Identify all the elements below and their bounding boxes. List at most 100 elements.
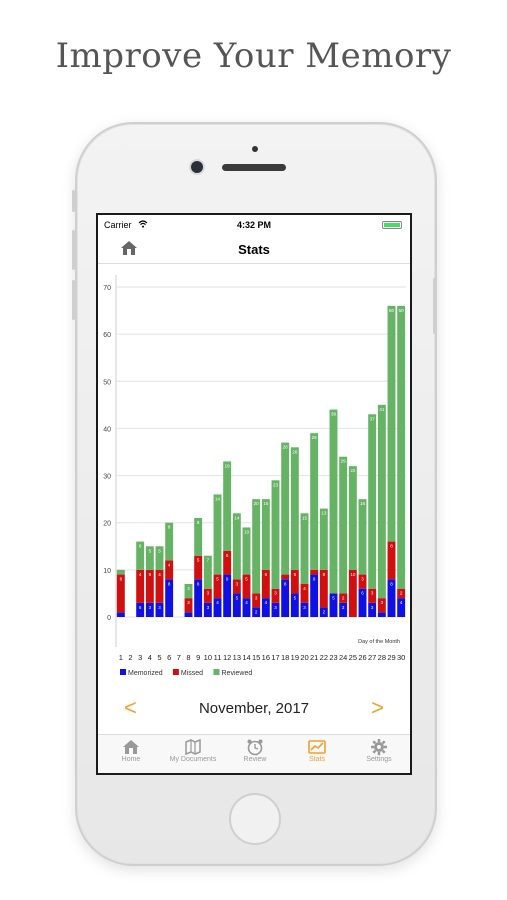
bar-segment-memorized: [368, 602, 377, 617]
y-tick-label: 20: [103, 521, 111, 528]
y-tick-label: 60: [103, 332, 111, 339]
y-tick-label: 10: [103, 568, 111, 575]
home-nav-icon[interactable]: [120, 240, 138, 256]
bar-segment-reviewed: [232, 513, 241, 580]
data-label: 4: [400, 600, 403, 605]
data-label: 5: [158, 548, 161, 553]
bar-segment-reviewed: [319, 508, 328, 570]
bar-segment-missed: [203, 588, 212, 603]
x-tick-label: 10: [204, 653, 212, 662]
bar-segment-memorized: [203, 602, 212, 617]
tab-settings[interactable]: Settings: [348, 738, 410, 763]
bar-segment-missed: [213, 574, 222, 599]
legend-swatch: [120, 669, 126, 675]
bar-segment-reviewed: [213, 494, 222, 575]
bar-segment-memorized: [165, 579, 174, 617]
x-tick-label: 15: [252, 653, 260, 662]
data-label: 19: [225, 463, 231, 468]
tab-label: Home: [121, 756, 141, 763]
x-tick-label: 25: [349, 653, 357, 662]
bar-segment-missed: [339, 593, 348, 603]
bar-segment-missed: [387, 541, 396, 580]
x-tick-label: 4: [148, 653, 152, 662]
x-tick-label: 16: [262, 653, 270, 662]
bar-segment-reviewed: [310, 433, 319, 570]
bar-segment-reviewed: [184, 584, 193, 599]
y-tick-label: 50: [103, 379, 111, 386]
bar-segment-reviewed: [136, 541, 145, 570]
home-button[interactable]: [229, 793, 281, 845]
bar-segment-missed: [271, 588, 280, 603]
bar-segment-reviewed: [397, 305, 406, 589]
data-label: 23: [273, 482, 279, 487]
data-label: 7: [207, 558, 210, 563]
data-label: 8: [197, 520, 200, 525]
bar-segment-reviewed: [116, 569, 125, 575]
data-label: 3: [207, 605, 210, 610]
data-label: 20: [254, 501, 260, 506]
data-label: 5: [294, 595, 297, 600]
bar-segment-memorized: [290, 593, 299, 617]
data-label: 60: [399, 308, 405, 313]
tab-my-documents[interactable]: My Documents: [162, 738, 224, 763]
clock: 4:32 PM: [236, 220, 271, 230]
bar-segment-reviewed: [145, 546, 154, 570]
data-label: 13: [321, 511, 327, 516]
data-label: 4: [168, 562, 171, 567]
data-label: 15: [302, 515, 308, 520]
x-tick-label: 23: [329, 653, 337, 662]
y-tick-label: 30: [103, 474, 111, 481]
legend-swatch: [172, 669, 179, 675]
bar-segment-missed: [281, 574, 290, 580]
bar-segment-missed: [358, 574, 367, 589]
data-label: 2: [400, 591, 403, 596]
data-label: 37: [370, 416, 376, 421]
tab-home[interactable]: Home: [100, 738, 162, 763]
data-label: 3: [187, 586, 190, 591]
x-tick-label: 28: [378, 653, 386, 662]
data-label: 50: [389, 308, 395, 313]
bar-segment-reviewed: [165, 522, 174, 561]
data-label: 9: [149, 572, 152, 577]
data-label: 10: [350, 572, 356, 577]
data-label: 4: [265, 600, 268, 605]
data-label: 4: [158, 572, 161, 577]
data-label: 3: [207, 591, 210, 596]
proximity-sensor: [252, 146, 258, 152]
bar-segment-memorized: [145, 602, 154, 617]
bar-segment-reviewed: [387, 305, 396, 542]
data-label: 28: [283, 445, 289, 450]
volume-down-button: [72, 280, 75, 320]
data-label: 4: [216, 600, 219, 605]
x-tick-label: 17: [271, 653, 279, 662]
x-tick-label: 2: [128, 653, 132, 662]
bar-segment-missed: [397, 588, 406, 599]
data-label: 3: [371, 591, 374, 596]
data-label: 14: [215, 496, 221, 501]
bar-segment-memorized: [358, 588, 367, 617]
x-tick-label: 27: [368, 653, 376, 662]
legend-label: Memorized: [128, 670, 163, 677]
data-label: 2: [342, 595, 345, 600]
x-tick-label: 11: [214, 653, 222, 662]
wifi-icon: [138, 220, 148, 228]
bar-segment-missed: [155, 569, 164, 603]
tab-stats[interactable]: Stats: [286, 738, 348, 763]
bar-segment-missed: [368, 588, 377, 603]
previous-month-button[interactable]: <: [124, 695, 137, 720]
bar-segment-memorized: [271, 602, 280, 617]
bar-segment-reviewed: [348, 466, 357, 570]
data-label: 8: [390, 581, 393, 586]
data-label: 6: [265, 572, 268, 577]
x-tick-label: 1: [119, 653, 123, 662]
tab-review[interactable]: Review: [224, 738, 286, 763]
data-label: 6: [139, 605, 142, 610]
data-label: 3: [303, 605, 306, 610]
bar-segment-memorized: [252, 607, 261, 617]
bar-segment-memorized: [329, 593, 338, 617]
bar-segment-missed: [145, 569, 154, 603]
next-month-button[interactable]: >: [371, 695, 384, 720]
bar-segment-memorized: [397, 598, 406, 617]
x-tick-label: 12: [223, 653, 231, 662]
